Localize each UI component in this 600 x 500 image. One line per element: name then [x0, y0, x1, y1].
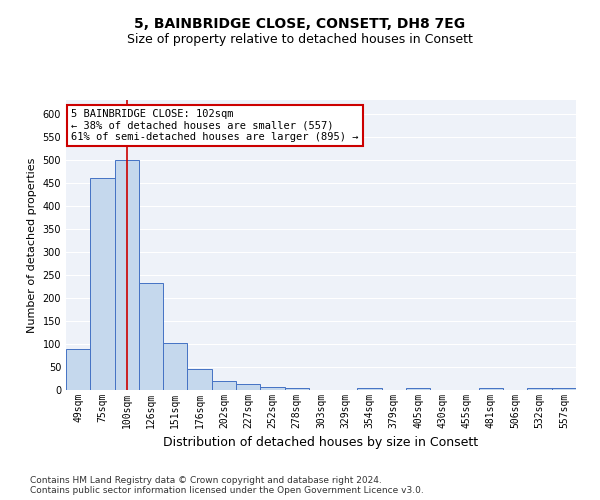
- Bar: [66, 350, 90, 390]
- Bar: [139, 282, 163, 390]
- Bar: [527, 388, 552, 390]
- Y-axis label: Number of detached properties: Number of detached properties: [27, 158, 37, 332]
- Bar: [163, 342, 187, 390]
- Bar: [406, 388, 430, 390]
- Bar: [115, 160, 139, 390]
- Bar: [479, 388, 503, 390]
- Bar: [212, 382, 236, 390]
- Text: Size of property relative to detached houses in Consett: Size of property relative to detached ho…: [127, 32, 473, 46]
- Bar: [90, 178, 115, 390]
- Bar: [260, 387, 284, 390]
- Bar: [284, 388, 309, 390]
- Bar: [358, 388, 382, 390]
- Text: Contains HM Land Registry data © Crown copyright and database right 2024.
Contai: Contains HM Land Registry data © Crown c…: [30, 476, 424, 495]
- Bar: [552, 388, 576, 390]
- Bar: [236, 384, 260, 390]
- X-axis label: Distribution of detached houses by size in Consett: Distribution of detached houses by size …: [163, 436, 479, 450]
- Text: 5, BAINBRIDGE CLOSE, CONSETT, DH8 7EG: 5, BAINBRIDGE CLOSE, CONSETT, DH8 7EG: [134, 18, 466, 32]
- Text: 5 BAINBRIDGE CLOSE: 102sqm
← 38% of detached houses are smaller (557)
61% of sem: 5 BAINBRIDGE CLOSE: 102sqm ← 38% of deta…: [71, 108, 359, 142]
- Bar: [187, 369, 212, 390]
